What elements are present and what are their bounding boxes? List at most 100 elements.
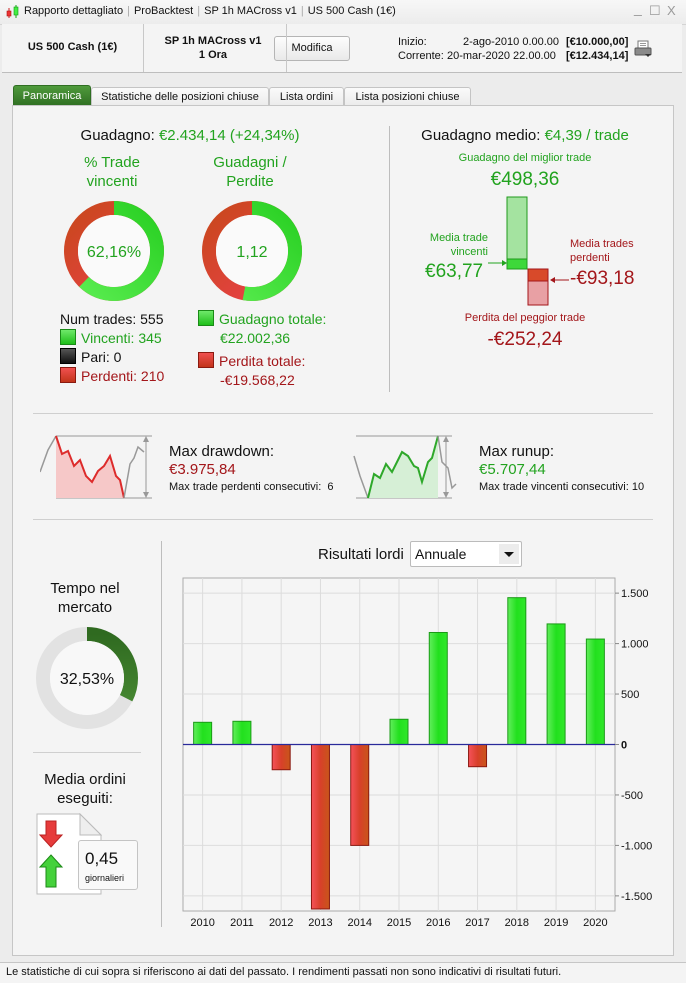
- orders-value-box: 0,45 giornalieri: [78, 840, 138, 890]
- tab-lista-posizioni-chiuse[interactable]: Lista posizioni chiuse: [344, 87, 471, 106]
- x-tick-label: 2017: [465, 917, 489, 929]
- best-trade-value: €498,36: [490, 169, 560, 190]
- instrument-name: US 500 Cash (1€): [27, 41, 118, 53]
- avg-trade-bars: [506, 196, 549, 306]
- best-trade-bar: [506, 196, 528, 270]
- section-divider: [161, 541, 162, 927]
- avg-loss-bar: [527, 268, 549, 282]
- worst-trade-label: Perdita del peggior trade: [464, 312, 586, 324]
- bar-2020: [585, 638, 605, 745]
- x-tick-label: 2014: [347, 917, 371, 929]
- y-tick-label: 1.000: [621, 639, 649, 651]
- minimize-button[interactable]: _: [634, 0, 642, 16]
- totals: Guadagno totale: €22.002,36 Perdita tota…: [198, 310, 326, 390]
- donut-center: [216, 215, 288, 287]
- total-loss-row: Perdita totale:: [198, 352, 326, 371]
- close-button[interactable]: X: [667, 3, 676, 18]
- status-bar: Le statistiche di cui sopra si riferisco…: [0, 962, 686, 983]
- x-tick-label: 2020: [583, 917, 607, 929]
- x-tick-label: 2013: [308, 917, 332, 929]
- even-swatch-icon: [60, 348, 76, 364]
- bar-2019: [546, 623, 566, 745]
- x-tick-label: 2018: [505, 917, 529, 929]
- max-consecutive-wins: Max trade vincenti consecutivi: 10: [479, 481, 645, 493]
- losers-count: Perdenti: 210: [81, 368, 165, 384]
- strategy-name: SP 1h MACross v1: [164, 35, 262, 47]
- x-tick-label: 2012: [269, 917, 293, 929]
- current-label: Corrente:: [398, 50, 444, 62]
- header-divider: [286, 24, 287, 72]
- bar-2015: [389, 718, 409, 745]
- trade-counts: Num trades: 555 Vincenti: 345 Pari: 0 Pe…: [60, 310, 164, 386]
- bar-2017: [468, 744, 488, 768]
- donut-gain-arc: [202, 201, 302, 301]
- best-trade-label: Guadagno del miglior trade: [458, 152, 592, 164]
- avg-win-label: Media trade vincenti: [420, 231, 488, 259]
- runup-sparkline-icon: [353, 435, 457, 499]
- winners-row: Vincenti: 345: [60, 329, 164, 348]
- orders-title: Media ordini eseguiti:: [30, 770, 140, 808]
- avg-gain-label: Guadagno medio:: [421, 127, 541, 144]
- orders-value: 0,45: [85, 849, 119, 868]
- even-row: Pari: 0: [60, 348, 164, 367]
- printer-icon[interactable]: [634, 40, 652, 58]
- start-capital: [€10.000,00]: [566, 36, 629, 48]
- gain-label: Guadagno:: [80, 127, 155, 144]
- title-bar: Rapporto dettagliato | ProBacktest | SP 1h M…: [0, 0, 686, 25]
- strategy-timeframe: 1 Ora: [198, 49, 228, 61]
- total-gain-label: Guadagno totale:: [219, 311, 327, 327]
- avg-win-value: €63,77: [425, 261, 484, 282]
- donut-center: [78, 215, 150, 287]
- title-part: SP 1h MACross v1: [204, 5, 297, 17]
- y-tick-label: -1.500: [621, 891, 652, 903]
- worst-trade-value: -€252,24: [487, 329, 563, 350]
- avg-loss-arrow-icon: [550, 277, 569, 283]
- results-label: Risultati lordi: [318, 546, 404, 563]
- ratio-title: Guadagni / Perdite: [195, 153, 305, 191]
- maximize-button[interactable]: ☐: [649, 3, 661, 18]
- y-tick-label: 0: [621, 740, 627, 752]
- strategy-section: SP 1h MACross v1 1 Ora: [144, 24, 287, 72]
- win-pct-donut: 62,16%: [64, 201, 164, 301]
- num-trades: Num trades: 555: [60, 311, 164, 327]
- total-gain-row: Guadagno totale:: [198, 310, 326, 329]
- title-part: Rapporto dettagliato: [24, 5, 124, 17]
- section-divider: [33, 752, 141, 753]
- bar-2013: [310, 744, 330, 910]
- market-time-title-line: mercato: [57, 599, 113, 616]
- orders-unit: giornalieri: [85, 873, 125, 883]
- avg-win-arrow-icon: [488, 260, 507, 266]
- section-divider: [33, 413, 653, 414]
- donut-win-arc: [64, 201, 164, 301]
- avg-win-label-line: Media trade: [429, 232, 488, 244]
- tab-statistiche-posizioni-chiuse[interactable]: Statistiche delle posizioni chiuse: [91, 87, 269, 106]
- start-date: 2-ago-2010 0.00.00: [463, 36, 560, 48]
- losers-swatch-icon: [60, 367, 76, 383]
- candlestick-logo-icon: [6, 5, 19, 18]
- section-divider: [33, 519, 653, 520]
- chevron-down-icon[interactable]: [499, 544, 519, 564]
- orders-title-line: eseguiti:: [57, 790, 113, 807]
- y-tick-label: -500: [621, 790, 643, 802]
- avg-gain-summary: Guadagno medio: €4,39 / trade: [395, 127, 655, 144]
- gain-loss-ratio-donut: 1,12: [202, 201, 302, 301]
- avg-gain-value: €4,39 / trade: [544, 127, 629, 144]
- drawdown-label: Max drawdown:: [169, 443, 275, 460]
- runup-value: €5.707,44: [479, 461, 546, 478]
- drawdown-sparkline-icon: [40, 435, 152, 499]
- section-divider: [389, 126, 390, 392]
- total-gain-swatch-icon: [198, 310, 214, 326]
- avg-loss-label: Media trades perdenti: [570, 237, 634, 265]
- y-tick-label: 500: [621, 689, 639, 701]
- total-loss-label: Perdita totale:: [219, 353, 306, 369]
- orders-title-line: Media ordini: [44, 771, 126, 788]
- x-tick-label: 2016: [426, 917, 450, 929]
- avg-loss-label-line: perdenti: [570, 252, 610, 264]
- total-loss-value: -€19.568,22: [220, 372, 295, 388]
- total-gain-value: €22.002,36: [220, 330, 291, 346]
- title-part: ProBacktest: [133, 5, 194, 17]
- tab-panoramica[interactable]: Panoramica: [13, 85, 91, 106]
- tab-lista-ordini[interactable]: Lista ordini: [269, 87, 344, 106]
- period-select[interactable]: Annuale: [410, 541, 522, 567]
- bar-2016: [428, 631, 448, 746]
